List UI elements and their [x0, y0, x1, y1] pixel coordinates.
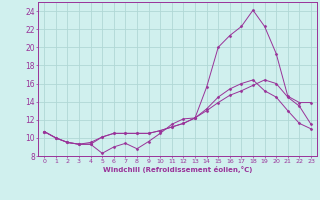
X-axis label: Windchill (Refroidissement éolien,°C): Windchill (Refroidissement éolien,°C): [103, 166, 252, 173]
